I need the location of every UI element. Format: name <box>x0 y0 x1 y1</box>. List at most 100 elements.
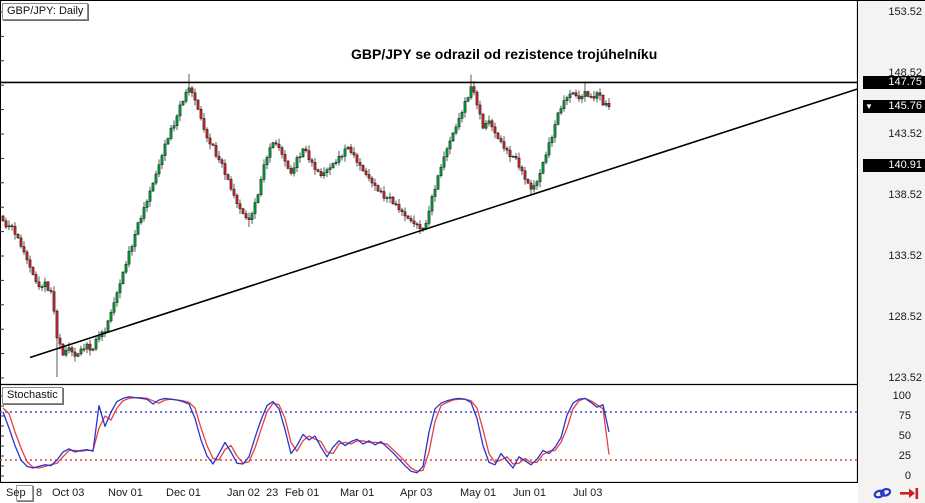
candle-up <box>538 173 542 183</box>
candle-down <box>367 174 371 179</box>
candle-up <box>604 103 608 106</box>
stochastic-indicator-label[interactable]: Stochastic <box>2 387 63 404</box>
candle-down <box>316 169 320 172</box>
candle-up <box>427 210 431 224</box>
scroll-to-end-icon[interactable] <box>898 486 920 502</box>
candle-up <box>562 100 566 109</box>
candle-down <box>520 166 524 172</box>
axis-corner <box>858 482 925 503</box>
candle-up <box>553 124 557 138</box>
candle-up <box>184 91 188 102</box>
candle-down <box>244 213 248 219</box>
candle-down <box>379 190 383 193</box>
candle-up <box>106 320 110 333</box>
candle-down <box>514 155 518 159</box>
candle-down <box>289 168 293 174</box>
candle-up <box>97 336 101 340</box>
candle-down <box>283 154 287 162</box>
candle-down <box>409 218 413 222</box>
candle-up <box>295 157 299 169</box>
candle-up <box>265 157 269 165</box>
stoch-axis-label: 50 <box>898 430 911 442</box>
candle-up <box>256 194 260 203</box>
candle-down <box>313 162 317 170</box>
candle-down <box>355 154 359 163</box>
candle-down <box>481 113 485 129</box>
candle-down <box>241 208 245 214</box>
date-axis-label: 8 <box>36 487 43 499</box>
candle-up <box>79 348 83 355</box>
link-icon[interactable] <box>872 486 894 502</box>
candle-down <box>523 170 527 180</box>
date-axis-label: Apr 03 <box>400 487 433 499</box>
candle-down <box>280 147 284 155</box>
candle-up <box>433 188 437 197</box>
candle-down <box>199 108 203 119</box>
candle-down <box>412 220 416 225</box>
candle-down <box>211 143 215 146</box>
candle-up <box>154 173 158 184</box>
candle-down <box>1 215 5 222</box>
candle-up <box>124 263 128 273</box>
candle-up <box>436 175 440 190</box>
candle-up <box>541 162 545 174</box>
candle-up <box>253 202 257 214</box>
candle-up <box>337 155 341 163</box>
candle-up <box>328 167 332 170</box>
candle-down <box>607 103 611 107</box>
candle-down <box>205 129 209 139</box>
candle-up <box>547 142 551 156</box>
candle-up <box>109 312 113 322</box>
candle-up <box>91 348 95 351</box>
candle-up <box>544 154 548 163</box>
stochastic-k-line <box>2 396 610 474</box>
symbol-timeframe-label[interactable]: GBP/JPY: Daily <box>2 3 89 20</box>
candle-down <box>304 148 308 151</box>
stoch-axis-label: 0 <box>904 470 911 482</box>
candle-up <box>442 156 446 168</box>
candle-down <box>10 225 14 227</box>
candle-down <box>13 226 17 235</box>
candle-up <box>127 251 131 265</box>
candle-up <box>550 137 554 144</box>
candle-down <box>373 182 377 186</box>
candle-up <box>148 190 152 202</box>
date-axis-label: Jun 01 <box>513 487 547 499</box>
candle-up <box>64 349 68 356</box>
candle-down <box>247 217 251 220</box>
price-axis-label: 153.52 <box>888 6 922 18</box>
candle-up <box>451 132 455 142</box>
candle-down <box>472 86 476 93</box>
candle-down <box>55 310 59 339</box>
price-axis-label: 128.52 <box>888 311 922 323</box>
candle-down <box>319 171 323 176</box>
candle-down <box>214 144 218 157</box>
candle-down <box>310 159 314 163</box>
candle-down <box>574 92 578 97</box>
date-axis-label: Nov 01 <box>108 487 143 499</box>
date-axis-label: Mar 01 <box>340 487 375 499</box>
candle-up <box>130 246 134 252</box>
candle-up <box>178 104 182 117</box>
candle-down <box>238 203 242 209</box>
candle-down <box>529 182 533 190</box>
candle-up <box>487 120 491 124</box>
candle-up <box>424 223 428 229</box>
date-axis-label: Feb 01 <box>285 487 320 499</box>
candle-up <box>334 162 338 164</box>
candle-up <box>262 164 266 180</box>
candle-up <box>142 207 146 219</box>
candle-up <box>163 143 167 156</box>
candle-up <box>469 86 473 98</box>
candle-down <box>415 223 419 226</box>
candle-up <box>259 179 263 195</box>
candle-down <box>70 347 74 353</box>
candle-up <box>43 281 47 287</box>
candle-up <box>145 201 149 208</box>
candle-down <box>307 150 311 161</box>
candle-down <box>202 118 206 130</box>
date-axis-label: May 01 <box>460 487 497 499</box>
candle-down <box>499 138 503 142</box>
price-axis-label: 138.52 <box>888 189 922 201</box>
